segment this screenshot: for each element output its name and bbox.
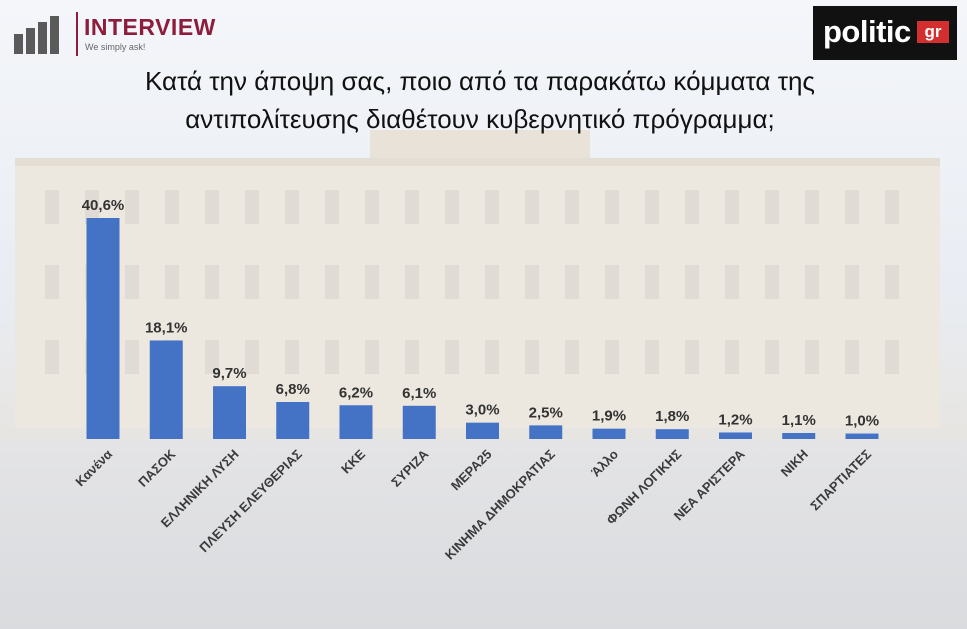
value-label-11: 1,1% [782, 412, 816, 429]
value-label-10: 1,2% [718, 411, 752, 428]
chart-title-line-1: Κατά την άποψη σας, ποιο από τα παρακάτω… [145, 66, 815, 96]
value-label-8: 1,9% [592, 408, 626, 425]
category-label-4: ΚΚΕ [338, 446, 368, 476]
category-label-12: ΣΠΑΡΤΙΑΤΕΣ [807, 446, 874, 513]
brand-tagline: We simply ask! [85, 42, 146, 52]
value-label-4: 6,2% [339, 384, 373, 401]
bar-8 [592, 428, 626, 439]
bar-11 [782, 433, 816, 439]
bar-chart-logo-icon [14, 14, 70, 54]
bar-2 [213, 386, 246, 439]
interview-logo: INTERVIEW We simply ask! [14, 10, 244, 58]
chart-title: Κατά την άποψη σας, ποιο από τα παρακάτω… [40, 62, 920, 138]
category-label-0: Κανένα [72, 447, 115, 490]
value-label-3: 6,8% [276, 381, 310, 398]
category-label-5: ΣΥΡΙΖΑ [388, 446, 432, 490]
bar-0 [86, 218, 120, 439]
category-label-8: Άλλο [588, 446, 621, 479]
brand-name: INTERVIEW [84, 14, 216, 40]
value-label-0: 40,6% [82, 197, 125, 214]
category-label-1: ΠΑΣΟΚ [135, 446, 179, 490]
value-label-1: 18,1% [145, 319, 188, 336]
value-label-6: 3,0% [465, 402, 499, 419]
bar-7 [529, 425, 563, 439]
category-label-3: ΠΛΕΥΣΗ ΕΛΕΥΘΕΡΙΑΣ [196, 446, 305, 555]
politic-logo-suffix: gr [917, 21, 949, 43]
chart-title-line-2: αντιπολίτευσης διαθέτουν κυβερνητικό πρό… [185, 104, 775, 134]
bar-1 [149, 340, 183, 439]
politic-logo: politic gr [813, 6, 957, 60]
category-label-6: ΜΕΡΑ25 [448, 447, 495, 494]
bar-6 [466, 422, 499, 439]
bar-9 [655, 429, 689, 439]
politic-logo-word: politic [823, 14, 911, 49]
bar-3 [276, 401, 310, 439]
value-label-7: 2,5% [529, 404, 563, 421]
category-label-7: ΚΙΝΗΜΑ ΔΗΜΟΚΡΑΤΙΑΣ [442, 446, 558, 562]
value-label-12: 1,0% [845, 413, 879, 430]
bar-5 [402, 405, 436, 439]
value-label-9: 1,8% [655, 408, 689, 425]
value-label-5: 6,1% [402, 385, 436, 402]
bar-12 [845, 433, 879, 439]
value-label-2: 9,7% [212, 365, 246, 382]
bar-4 [339, 405, 373, 439]
category-label-11: ΝΙΚΗ [778, 447, 811, 480]
bar-10 [719, 432, 752, 439]
